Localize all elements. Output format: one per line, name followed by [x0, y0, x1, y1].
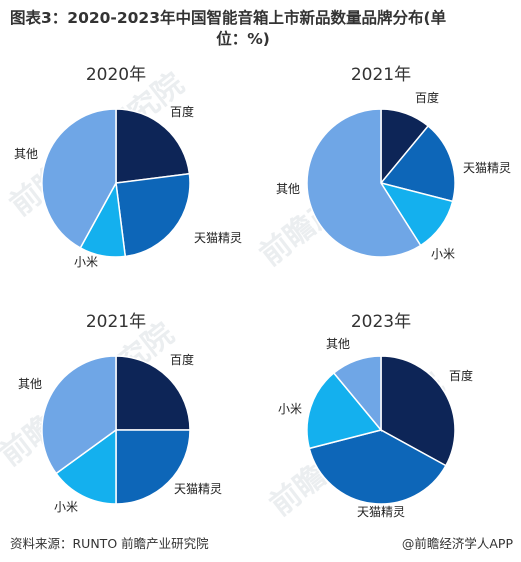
- pie-title: 2021年: [86, 312, 146, 332]
- slice-label: 百度: [415, 90, 439, 105]
- pie-slice: [308, 429, 447, 505]
- slice-label: 其他: [14, 147, 38, 161]
- pie-title: 2021年: [351, 65, 411, 85]
- source-note: 资料来源：RUNTO 前瞻产业研究院: [10, 536, 209, 551]
- pie-slice: [379, 124, 456, 203]
- slice-label: 小米: [74, 255, 98, 269]
- slice-label: 天猫精灵: [174, 482, 222, 496]
- brand-note: @前瞻经济学人APP: [401, 536, 513, 551]
- slice-label: 天猫精灵: [463, 161, 511, 175]
- pie-slice: [332, 355, 382, 433]
- pie-slice: [115, 355, 191, 431]
- slice-label: 其他: [18, 377, 42, 391]
- slice-label: 小米: [54, 500, 78, 514]
- pie-slice: [41, 108, 117, 249]
- slice-label: 其他: [276, 182, 300, 196]
- pie-slice: [55, 428, 117, 505]
- pie-title: 2023年: [351, 312, 411, 332]
- chart-title: 图表3：2020-2023年中国智能音箱上市新品数量品牌分布(单 位：%): [10, 8, 510, 50]
- slice-label: 小米: [278, 402, 302, 416]
- pie-slice: [41, 355, 117, 475]
- pie-slice: [115, 108, 191, 184]
- pie-title: 2020年: [86, 65, 146, 85]
- slice-label: 百度: [170, 352, 194, 367]
- pie-slice: [306, 371, 383, 450]
- pie-slice: [380, 355, 456, 467]
- slice-label: 百度: [449, 368, 473, 383]
- slice-label: 其他: [326, 337, 350, 351]
- pie-slice: [306, 108, 422, 258]
- pie-slice: [115, 172, 191, 258]
- slice-label: 天猫精灵: [357, 505, 405, 519]
- slice-label: 天猫精灵: [194, 231, 242, 245]
- chart-title-line2: 位：%): [216, 30, 270, 48]
- chart-title-line1: 图表3：2020-2023年中国智能音箱上市新品数量品牌分布(单: [10, 9, 447, 27]
- pie-slice: [115, 429, 191, 505]
- slice-label: 小米: [431, 247, 455, 261]
- slice-label: 百度: [170, 104, 194, 119]
